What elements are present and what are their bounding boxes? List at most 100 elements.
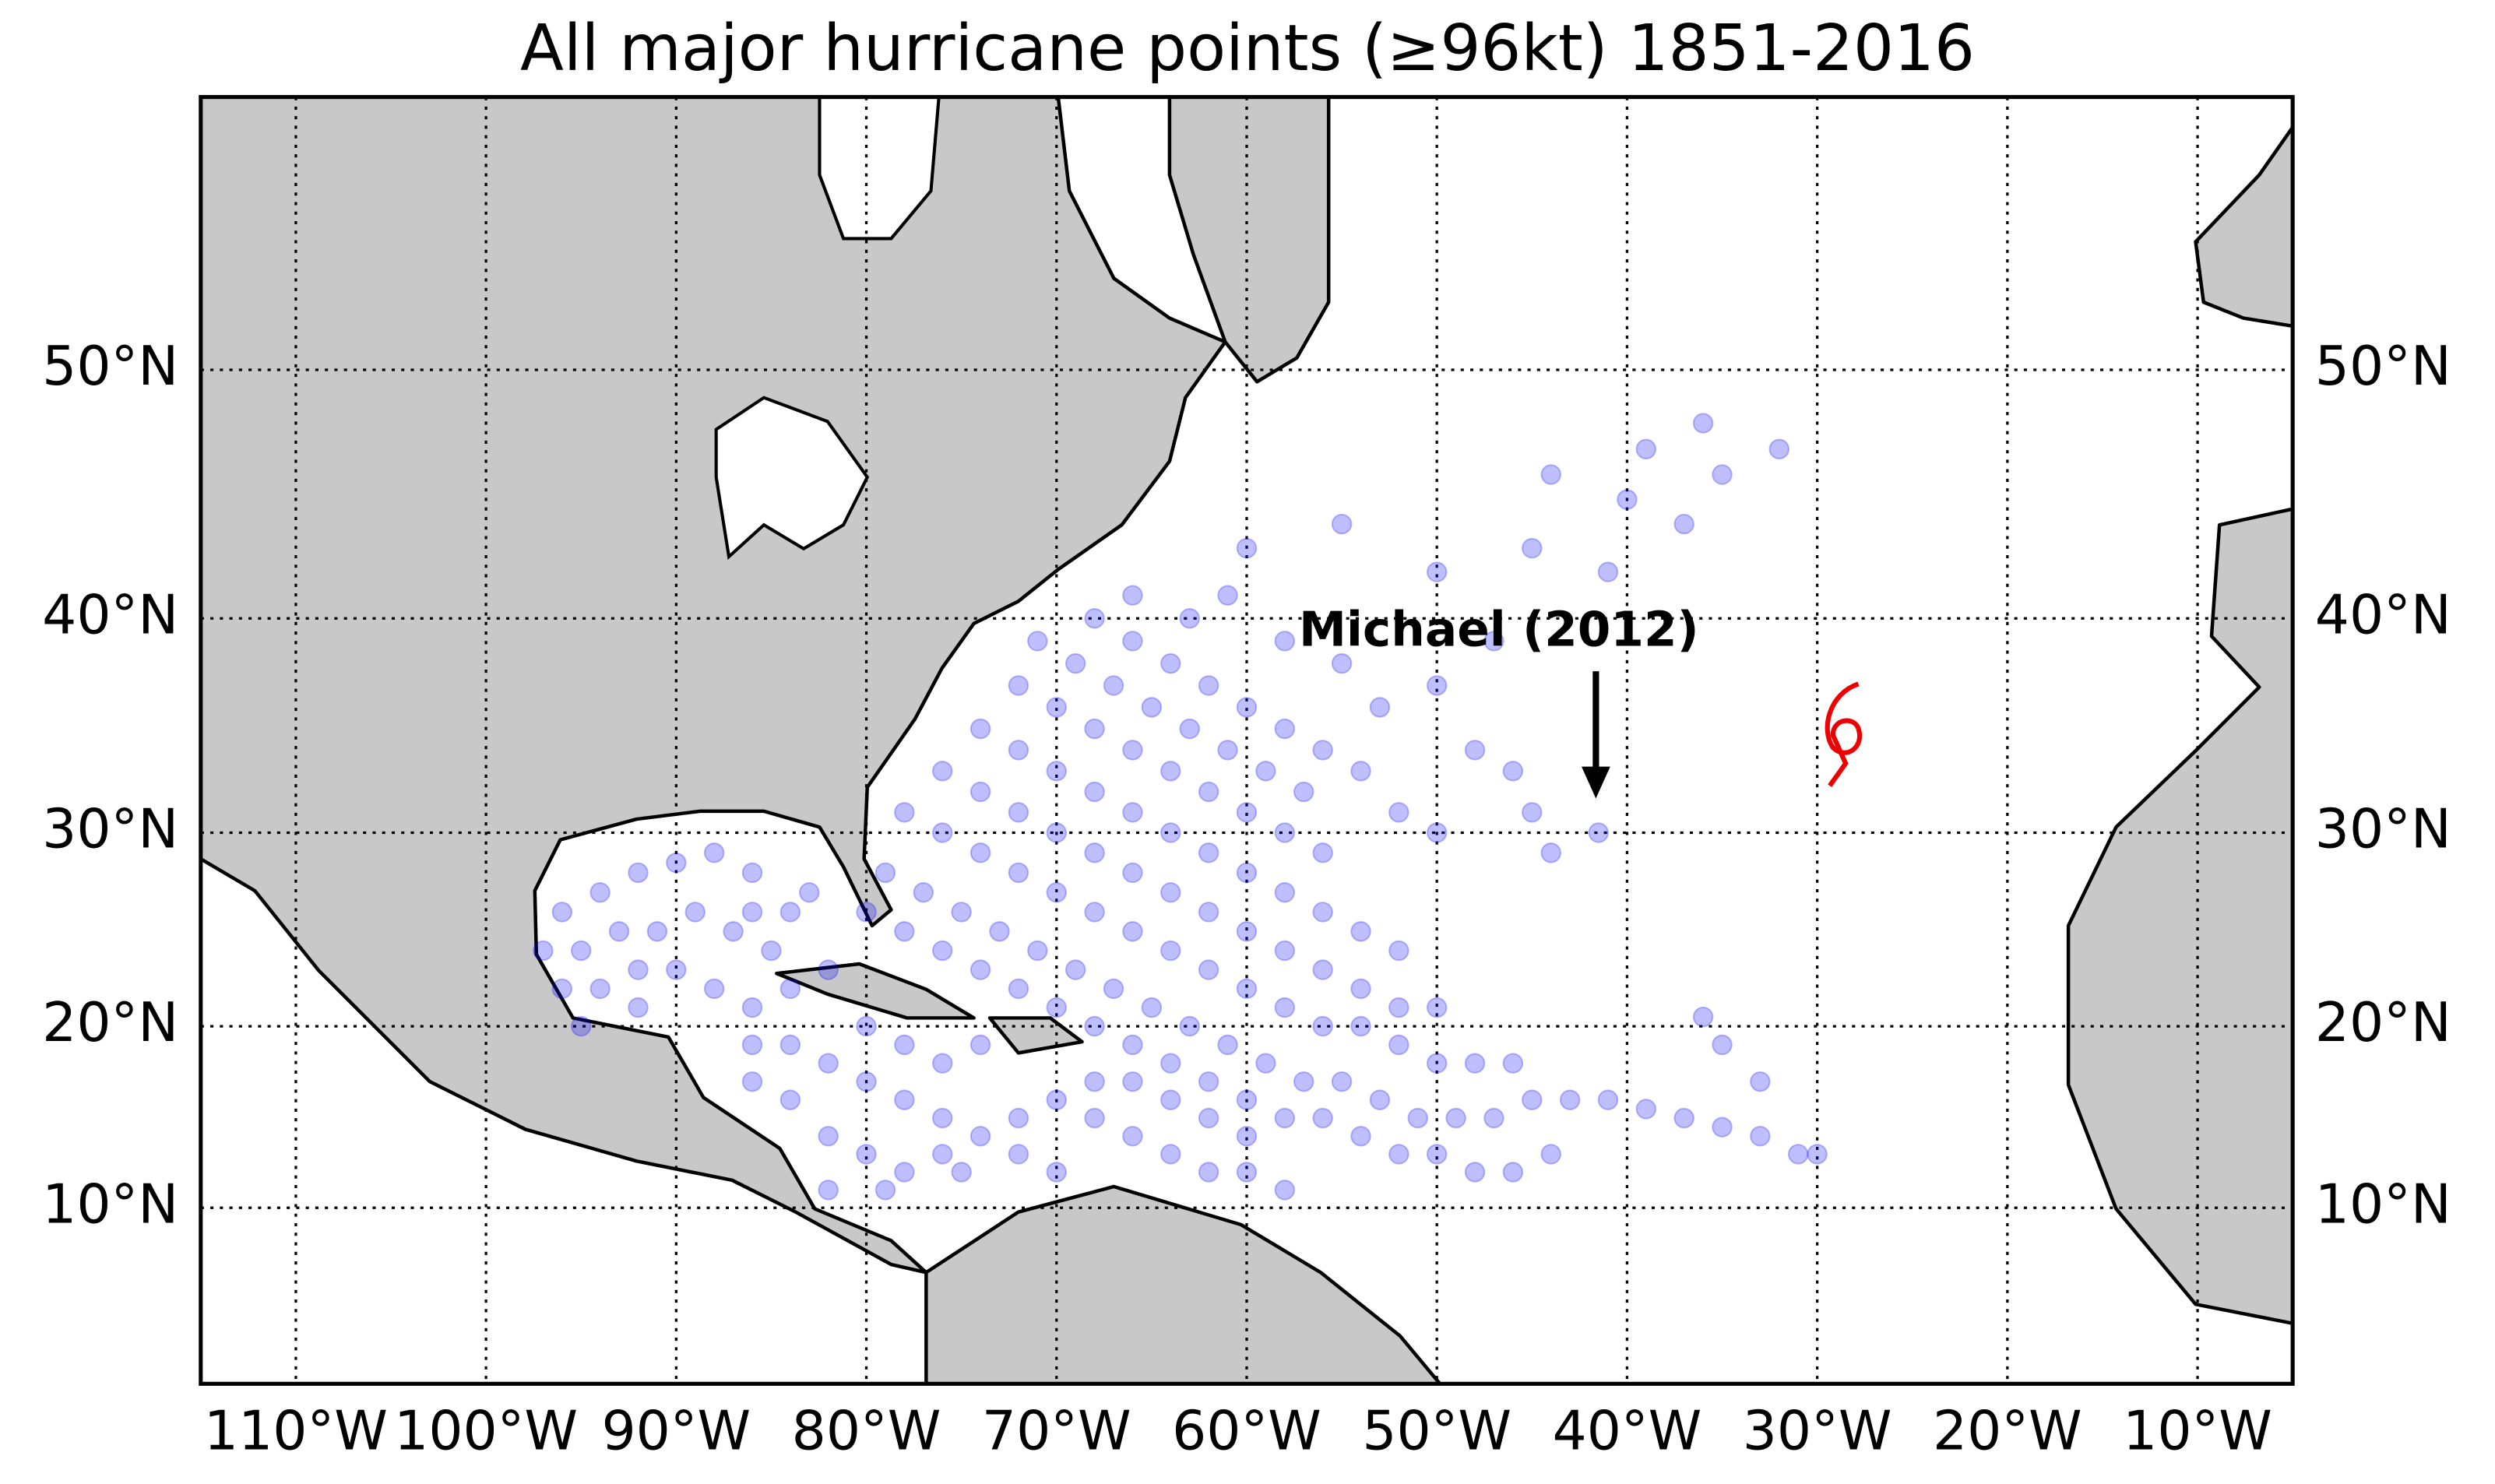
hurricane-point: [1483, 631, 1504, 652]
hurricane-point: [1388, 1034, 1409, 1056]
hurricane-point: [1274, 718, 1296, 740]
hurricane-point: [779, 978, 801, 1000]
hurricane-point: [1331, 1071, 1353, 1092]
y-tick-label-right: 10°N: [2315, 1173, 2451, 1236]
hurricane-point: [1179, 607, 1200, 629]
hurricane-point: [1236, 921, 1258, 942]
hurricane-point: [570, 1015, 592, 1037]
hurricane-point: [628, 997, 649, 1018]
x-tick-label: 50°W: [1362, 1401, 1511, 1463]
chart-title: All major hurricane points (≥96kt) 1851-…: [520, 12, 1975, 86]
hurricane-point: [1464, 1162, 1486, 1183]
hurricane-point: [969, 959, 991, 980]
hurricane-point: [1198, 959, 1219, 980]
hurricane-point: [1597, 1089, 1619, 1110]
hispaniola: [987, 1016, 1084, 1055]
y-tick-label-right: 40°N: [2315, 584, 2451, 646]
hurricane-point: [931, 1144, 953, 1165]
hurricane-point: [779, 1089, 801, 1110]
hurricane-point: [1008, 802, 1029, 823]
hurricane-point: [818, 1053, 839, 1074]
hurricane-point: [913, 881, 934, 903]
great-lakes: [714, 396, 870, 561]
hurricane-point: [1084, 781, 1105, 803]
hurricane-point: [684, 902, 706, 923]
hurricane-point: [1426, 822, 1448, 843]
hurricane-point: [969, 842, 991, 863]
hurricane-point: [1160, 652, 1181, 674]
hurricane-point: [741, 1071, 763, 1092]
hurricane-point: [1312, 740, 1333, 761]
hurricane-point: [1426, 675, 1448, 696]
hurricane-point: [1160, 822, 1181, 843]
hurricane-point: [1312, 842, 1333, 863]
hurricane-point: [1084, 842, 1105, 863]
x-tick-label: 70°W: [982, 1401, 1131, 1463]
hurricane-point: [1122, 740, 1143, 761]
hurricane-point: [894, 802, 915, 823]
hurricane-point: [1312, 902, 1333, 923]
hurricane-point: [1198, 1107, 1219, 1129]
hurricane-point: [1274, 1180, 1296, 1201]
hurricane-point: [589, 978, 611, 1000]
hurricane-point: [951, 1162, 972, 1183]
hurricane-point: [1388, 1144, 1409, 1165]
hurricane-point: [1236, 537, 1258, 559]
hurricane-point: [608, 921, 630, 942]
south-america: [924, 1184, 1442, 1384]
hurricane-point: [931, 822, 953, 843]
north-america: [200, 97, 1227, 1275]
hurricane-point: [931, 940, 953, 962]
hurricane-point: [1331, 513, 1353, 535]
hurricane-point: [761, 940, 782, 962]
hurricane-point: [1369, 1089, 1391, 1110]
hurricane-point: [1388, 940, 1409, 962]
y-tick-label: 50°N: [42, 336, 178, 398]
annotation: Michael (2012): [1299, 603, 1699, 658]
hurricane-point: [1750, 1125, 1771, 1147]
hurricane-point: [1141, 997, 1163, 1018]
hurricane-point: [1065, 959, 1086, 980]
hurricane-point: [818, 1180, 839, 1201]
hurricane-point: [1008, 1107, 1029, 1129]
hurricane-point: [1160, 1089, 1181, 1110]
hurricane-point: [779, 902, 801, 923]
hurricane-point: [1008, 740, 1029, 761]
hurricane-point: [1331, 652, 1353, 674]
map-land: [200, 97, 2293, 1384]
hurricane-point: [1255, 761, 1276, 782]
hurricane-point: [1350, 921, 1371, 942]
hurricane-point: [703, 842, 725, 863]
hurricane-point: [894, 1162, 915, 1183]
hurricane-point: [1084, 902, 1105, 923]
hurricane-point: [1160, 881, 1181, 903]
hurricane-point: [1617, 489, 1638, 510]
hurricane-point: [856, 902, 877, 923]
hurricane-point: [1426, 997, 1448, 1018]
hurricane-point: [1369, 697, 1391, 718]
hurricane-point: [1635, 1099, 1657, 1120]
hurricane-point: [1673, 513, 1694, 535]
hurricane-point: [1768, 438, 1790, 460]
x-tick-label: 10°W: [2123, 1401, 2272, 1463]
hurricane-point: [1046, 881, 1068, 903]
hurricane-point: [989, 921, 1010, 942]
hurricane-point: [1046, 697, 1068, 718]
hurricane-point: [1540, 842, 1562, 863]
hurricane-point: [1236, 697, 1258, 718]
hurricane-point: [628, 959, 649, 980]
hurricane-point: [1388, 802, 1409, 823]
hurricane-point: [1692, 1006, 1714, 1028]
hurricane-point: [1122, 921, 1143, 942]
hurricane-point: [894, 921, 915, 942]
hurricane-point: [1160, 1053, 1181, 1074]
hurricane-point: [646, 921, 668, 942]
hurricane-point: [533, 940, 554, 962]
hurricane-point: [1236, 1089, 1258, 1110]
hurricane-point: [1407, 1107, 1429, 1129]
hurricane-point: [741, 862, 763, 884]
hurricane-point: [723, 921, 744, 942]
hurricane-point: [969, 781, 991, 803]
hurricane-point: [1122, 585, 1143, 606]
hurricane-point: [551, 902, 573, 923]
